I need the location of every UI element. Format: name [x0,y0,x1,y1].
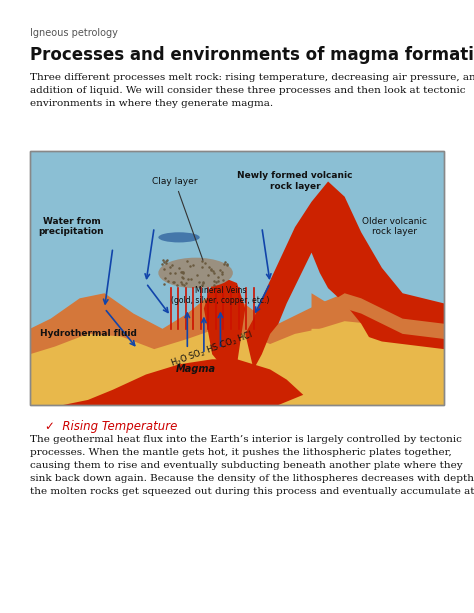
Bar [30,151,444,405]
Text: Three different processes melt rock: rising temperature, decreasing air pressure: Three different processes melt rock: ris… [30,73,474,82]
Bar [30,151,444,405]
Text: H$_2$O SO$_2$ HS CO$_2$ HCl: H$_2$O SO$_2$ HS CO$_2$ HCl [169,329,255,370]
Text: Igneous petrology: Igneous petrology [30,28,118,38]
Text: The geothermal heat flux into the Earth’s interior is largely controlled by tect: The geothermal heat flux into the Earth’… [30,435,462,444]
Polygon shape [311,293,444,339]
Polygon shape [245,181,444,405]
Bar [30,151,444,405]
Text: processes. When the mantle gets hot, it pushes the lithospheric plates together,: processes. When the mantle gets hot, it … [30,448,452,457]
Text: Processes and environments of magma formation: Processes and environments of magma form… [30,46,474,64]
Text: Water from
precipitation: Water from precipitation [38,217,104,237]
Polygon shape [30,293,444,405]
Text: sink back down again. Because the density of the lithospheres decreases with dep: sink back down again. Because the densit… [30,474,474,483]
Ellipse shape [158,257,233,288]
Text: Mineral Veins
(gold, silver, copper, etc.): Mineral Veins (gold, silver, copper, etc… [171,286,270,305]
Polygon shape [204,278,245,364]
Text: addition of liquid. We will consider these three processes and then look at tect: addition of liquid. We will consider the… [30,86,465,95]
Ellipse shape [158,232,200,242]
Text: Newly formed volcanic
rock layer: Newly formed volcanic rock layer [237,171,353,191]
Text: Clay layer: Clay layer [152,177,203,260]
Text: Older volcanic
rock layer: Older volcanic rock layer [362,217,427,237]
Text: the molten rocks get squeezed out during this process and eventually accumulate : the molten rocks get squeezed out during… [30,487,474,496]
Text: ✓  Rising Temperature: ✓ Rising Temperature [45,420,177,433]
Text: Magma: Magma [175,365,216,375]
Text: Hydrothermal fluid: Hydrothermal fluid [39,329,137,338]
Polygon shape [311,329,444,405]
Polygon shape [30,321,444,405]
Text: environments in where they generate magma.: environments in where they generate magm… [30,99,273,108]
Text: causing them to rise and eventually subducting beneath another plate where they: causing them to rise and eventually subd… [30,461,463,470]
Polygon shape [55,359,303,405]
